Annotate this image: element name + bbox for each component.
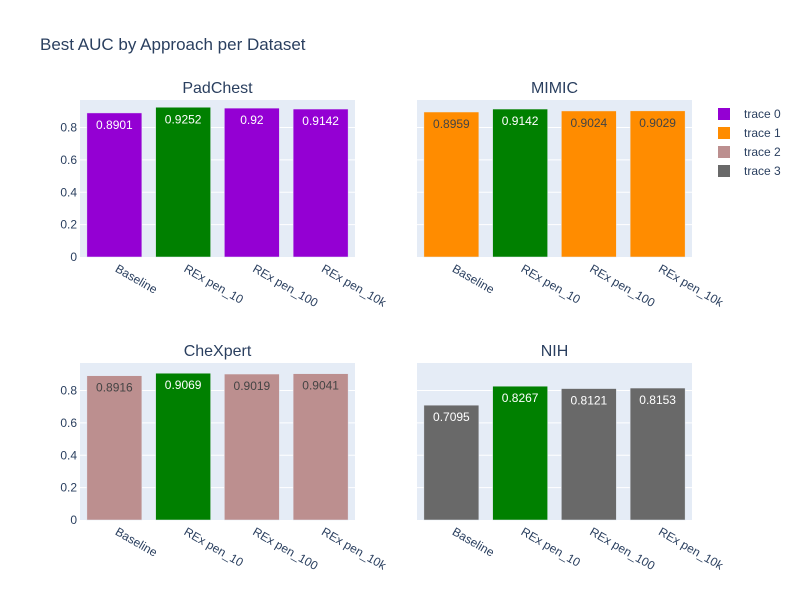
bar-nih-baseline[interactable] bbox=[423, 404, 480, 521]
bar-mimic-rex-pen-10k[interactable] bbox=[629, 110, 686, 258]
legend-label: trace 2 bbox=[744, 145, 781, 159]
bar-nih-rex-pen-10k[interactable] bbox=[629, 387, 686, 521]
figure-title: Best AUC by Approach per Dataset bbox=[40, 35, 306, 54]
bar-value-label: 0.9142 bbox=[502, 114, 539, 128]
x-tick-label: REx pen_10k bbox=[319, 261, 389, 310]
y-tick-label: 0.8 bbox=[60, 384, 77, 398]
subplot-title: CheXpert bbox=[184, 343, 252, 360]
bar-value-label: 0.9024 bbox=[571, 116, 608, 130]
subplots: 0 0.2 0.4 0.6 0.8 0.8901 Baseline 0.9252 REx pen… bbox=[60, 80, 726, 573]
bar-mimic-baseline[interactable] bbox=[423, 111, 480, 258]
y-tick-label: 0.2 bbox=[60, 481, 77, 495]
x-tick-label: REx pen_100 bbox=[587, 524, 657, 573]
x-tick-label: REx pen_10k bbox=[656, 524, 726, 573]
bar-chexpert-rex-pen-10[interactable] bbox=[155, 372, 211, 521]
bar-chexpert-rex-pen-100[interactable] bbox=[224, 373, 280, 521]
subplot-chexpert: 0 0.2 0.4 0.6 0.8 0.8916 Baseline 0.9069 REx pen… bbox=[60, 343, 389, 573]
bar-mimic-rex-pen-100[interactable] bbox=[561, 110, 617, 258]
subplot-nih: 0.7095 Baseline 0.8267 REx pen_10 0.8121 REx … bbox=[417, 343, 726, 573]
subplot-title: NIH bbox=[541, 343, 569, 360]
bar-nih-rex-pen-100[interactable] bbox=[561, 388, 617, 521]
legend-item-trace-0[interactable]: trace 0 bbox=[718, 107, 781, 121]
legend-swatch bbox=[718, 165, 730, 177]
x-tick-label: REx pen_100 bbox=[250, 524, 320, 573]
bar-value-label: 0.8916 bbox=[96, 381, 133, 395]
legend[interactable]: trace 0 trace 1 trace 2 trace 3 bbox=[718, 107, 781, 178]
bar-value-label: 0.8959 bbox=[433, 117, 470, 131]
bar-value-label: 0.9252 bbox=[165, 112, 202, 126]
x-tick-label: REx pen_10 bbox=[182, 524, 246, 569]
y-tick-label: 0 bbox=[70, 250, 77, 264]
legend-item-trace-3[interactable]: trace 3 bbox=[718, 164, 781, 178]
legend-item-trace-1[interactable]: trace 1 bbox=[718, 126, 781, 140]
bar-value-label: 0.7095 bbox=[433, 410, 470, 424]
bar-chexpert-baseline[interactable] bbox=[86, 375, 143, 521]
y-tick-label: 0.8 bbox=[60, 121, 77, 135]
x-tick-label: Baseline bbox=[113, 524, 160, 559]
bar-value-label: 0.9019 bbox=[234, 379, 271, 393]
bar-value-label: 0.92 bbox=[240, 113, 264, 127]
bar-padchest-baseline[interactable] bbox=[86, 112, 143, 258]
x-tick-label: REx pen_100 bbox=[587, 261, 657, 310]
x-tick-label: Baseline bbox=[450, 524, 497, 559]
bar-value-label: 0.8153 bbox=[639, 393, 676, 407]
legend-label: trace 1 bbox=[744, 126, 781, 140]
bar-value-label: 0.9142 bbox=[302, 114, 339, 128]
bar-value-label: 0.8121 bbox=[571, 394, 608, 408]
y-tick-label: 0.6 bbox=[60, 416, 77, 430]
x-tick-label: REx pen_10 bbox=[519, 524, 583, 569]
y-tick-label: 0.2 bbox=[60, 218, 77, 232]
bar-value-label: 0.8267 bbox=[502, 391, 539, 405]
x-tick-label: REx pen_10 bbox=[182, 261, 246, 306]
y-tick-label: 0.4 bbox=[60, 448, 77, 462]
y-tick-label: 0.6 bbox=[60, 153, 77, 167]
subplot-mimic: 0.8959 Baseline 0.9142 REx pen_10 0.9024 REx … bbox=[417, 80, 726, 310]
bar-nih-rex-pen-10[interactable] bbox=[492, 385, 548, 521]
legend-label: trace 0 bbox=[744, 107, 781, 121]
y-tick-label: 0 bbox=[70, 513, 77, 527]
x-tick-label: Baseline bbox=[450, 261, 497, 296]
bar-padchest-rex-pen-10k[interactable] bbox=[292, 108, 349, 258]
legend-item-trace-2[interactable]: trace 2 bbox=[718, 145, 781, 159]
x-tick-label: REx pen_100 bbox=[250, 261, 320, 310]
bar-value-label: 0.9029 bbox=[639, 116, 676, 130]
legend-swatch bbox=[718, 108, 730, 120]
bar-padchest-rex-pen-10[interactable] bbox=[155, 107, 211, 258]
legend-swatch bbox=[718, 146, 730, 158]
subplot-title: PadChest bbox=[182, 80, 253, 97]
bar-value-label: 0.9069 bbox=[165, 378, 202, 392]
x-tick-label: REx pen_10 bbox=[519, 261, 583, 306]
x-tick-label: REx pen_10k bbox=[656, 261, 726, 310]
subplot-title: MIMIC bbox=[531, 80, 578, 97]
legend-label: trace 3 bbox=[744, 164, 781, 178]
bar-value-label: 0.8901 bbox=[96, 118, 133, 132]
bar-value-label: 0.9041 bbox=[302, 379, 339, 393]
x-tick-label: REx pen_10k bbox=[319, 524, 389, 573]
bar-mimic-rex-pen-10[interactable] bbox=[492, 108, 548, 258]
subplot-padchest: 0 0.2 0.4 0.6 0.8 0.8901 Baseline 0.9252 REx pen… bbox=[60, 80, 389, 310]
y-tick-label: 0.4 bbox=[60, 185, 77, 199]
legend-swatch bbox=[718, 127, 730, 139]
bar-padchest-rex-pen-100[interactable] bbox=[224, 107, 280, 258]
x-tick-label: Baseline bbox=[113, 261, 160, 296]
bar-chexpert-rex-pen-10k[interactable] bbox=[292, 373, 349, 521]
